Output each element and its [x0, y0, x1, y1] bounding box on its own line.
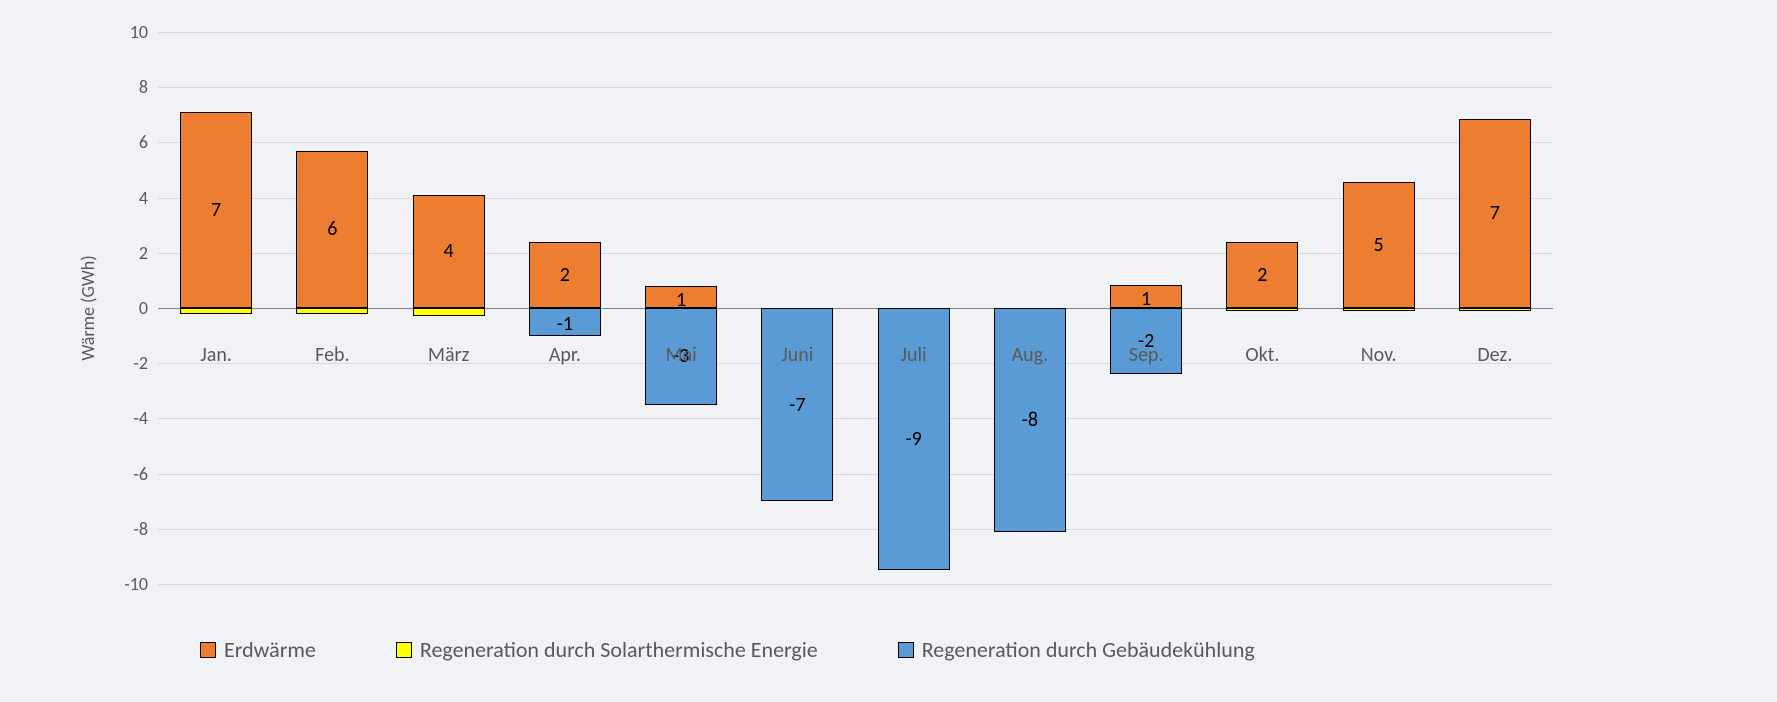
- legend-item-sol: Regeneration durch Solarthermische Energ…: [396, 636, 818, 663]
- bar-group: -8: [994, 32, 1066, 584]
- bar-group: 7: [1459, 32, 1531, 584]
- bar-segment-sol: [1343, 308, 1415, 311]
- legend-item-erd: Erdwärme: [200, 636, 316, 663]
- y-tick-label: -8: [133, 518, 158, 540]
- bar-segment-erd: [413, 195, 485, 308]
- legend-swatch: [200, 642, 216, 658]
- legend-item-geb: Regeneration durch Gebäudekühlung: [898, 636, 1255, 663]
- bar-segment-geb: [761, 308, 833, 501]
- stacked-bar-chart: -10-8-6-4-20246810764-12-31-7-9-8-21257 …: [0, 0, 1777, 702]
- legend-label: Regeneration durch Solarthermische Energ…: [420, 636, 818, 663]
- bar-group: -7: [761, 32, 833, 584]
- bar-segment-erd: [1459, 119, 1531, 308]
- category-label: März: [428, 343, 470, 367]
- bar-group: -12: [529, 32, 601, 584]
- category-label: Nov.: [1361, 343, 1397, 367]
- bar-segment-erd: [1226, 242, 1298, 308]
- y-tick-label: -10: [124, 573, 158, 595]
- bar-segment-geb: [994, 308, 1066, 532]
- bar-group: -31: [645, 32, 717, 584]
- category-label: Mai: [665, 343, 696, 367]
- category-label: Juni: [781, 343, 813, 367]
- bar-segment-sol: [1226, 308, 1298, 311]
- bar-group: -9: [878, 32, 950, 584]
- bar-segment-sol: [180, 308, 252, 314]
- category-label: Juli: [901, 343, 927, 367]
- plot-area: -10-8-6-4-20246810764-12-31-7-9-8-21257: [158, 32, 1553, 584]
- bar-segment-erd: [296, 151, 368, 308]
- bar-group: 2: [1226, 32, 1298, 584]
- bar-group: 6: [296, 32, 368, 584]
- legend-swatch: [396, 642, 412, 658]
- bar-group: 5: [1343, 32, 1415, 584]
- y-tick-label: 4: [139, 187, 158, 209]
- legend-swatch: [898, 642, 914, 658]
- category-label: Okt.: [1245, 343, 1279, 367]
- bar-group: -21: [1110, 32, 1182, 584]
- category-label: Sep.: [1129, 343, 1164, 367]
- y-tick-label: -2: [133, 352, 158, 374]
- y-axis-title: Wärme (GWh): [77, 255, 99, 360]
- bar-segment-sol: [413, 308, 485, 316]
- bar-segment-erd: [180, 112, 252, 308]
- y-tick-label: 8: [139, 76, 158, 98]
- bar-segment-geb: [529, 308, 601, 336]
- legend-label: Regeneration durch Gebäudekühlung: [922, 636, 1255, 663]
- y-tick-label: -6: [133, 463, 158, 485]
- y-tick-label: 6: [139, 131, 158, 153]
- y-tick-label: 0: [139, 297, 158, 319]
- category-label: Aug.: [1012, 343, 1049, 367]
- y-tick-label: -4: [133, 407, 158, 429]
- y-tick-label: 10: [130, 21, 158, 43]
- bar-segment-sol: [296, 308, 368, 314]
- bar-segment-sol: [1459, 308, 1531, 311]
- category-label: Apr.: [549, 343, 581, 367]
- legend: Erdwärme Regeneration durch Solarthermisc…: [200, 636, 1255, 663]
- bar-segment-erd: [645, 286, 717, 308]
- bar-group: 7: [180, 32, 252, 584]
- category-label: Jan.: [200, 343, 232, 367]
- category-label: Feb.: [315, 343, 349, 367]
- y-tick-label: 2: [139, 242, 158, 264]
- legend-label: Erdwärme: [224, 636, 316, 663]
- bar-segment-erd: [529, 242, 601, 308]
- gridline: [158, 584, 1553, 585]
- category-label: Dez.: [1477, 343, 1512, 367]
- bar-segment-erd: [1110, 285, 1182, 308]
- bar-segment-erd: [1343, 182, 1415, 308]
- bar-group: 4: [413, 32, 485, 584]
